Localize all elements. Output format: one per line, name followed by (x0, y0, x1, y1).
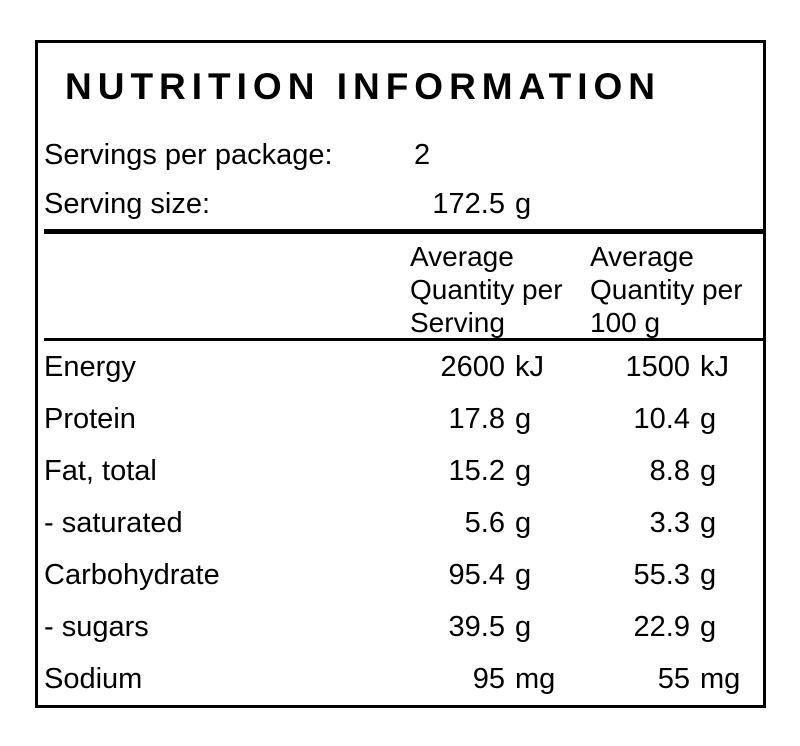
per-serving-unit: mg (515, 662, 556, 695)
servings-per-package-label: Servings per package: (44, 138, 333, 171)
per-serving-column-header: Average Quantity per Serving (410, 234, 590, 339)
serving-size-label: Serving size: (44, 187, 211, 220)
table-row-fat-total: Fat, total 15.2 g 8.8 g (44, 445, 763, 497)
servings-per-package-value: 2 (414, 138, 431, 171)
per-100g-value: 22.9 (633, 610, 690, 643)
table-row-sugars: - sugars 39.5 g 22.9 g (44, 601, 763, 653)
nutrient-name: - sugars (44, 610, 149, 643)
per-100g-unit: kJ (700, 350, 729, 383)
per-serving-unit: g (515, 506, 532, 539)
panel-header: NUTRITION INFORMATION (44, 43, 763, 131)
per-100g-value: 55.3 (633, 558, 690, 591)
per-serving-unit: g (515, 454, 532, 487)
per-serving-header-line3: Serving (410, 307, 505, 338)
per-100g-column-header: Average Quantity per 100 g (590, 234, 762, 339)
per-100g-unit: g (700, 454, 717, 487)
table-row-saturated: - saturated 5.6 g 3.3 g (44, 497, 763, 549)
per-100g-header-line2: Quantity per (590, 274, 743, 305)
header-bottom-rule (44, 338, 763, 341)
per-100g-unit: g (700, 506, 717, 539)
per-serving-header-line2: Quantity per (410, 274, 563, 305)
header-top-rule (44, 229, 763, 234)
per-serving-value: 5.6 (464, 506, 505, 539)
per-100g-value: 8.8 (649, 454, 690, 487)
per-100g-unit: g (700, 402, 717, 435)
table-row-carbohydrate: Carbohydrate 95.4 g 55.3 g (44, 549, 763, 601)
per-serving-unit: kJ (515, 350, 544, 383)
per-100g-value: 10.4 (633, 402, 690, 435)
per-serving-value: 17.8 (448, 402, 505, 435)
per-100g-value: 3.3 (649, 506, 690, 539)
per-serving-value: 39.5 (448, 610, 505, 643)
per-serving-value: 95 (472, 662, 505, 695)
servings-per-package-row: Servings per package: 2 (44, 131, 763, 179)
per-100g-unit: g (700, 558, 717, 591)
per-100g-header-line1: Average (590, 241, 694, 272)
per-serving-value: 2600 (440, 350, 505, 383)
per-serving-value: 95.4 (448, 558, 505, 591)
nutrient-name: Protein (44, 402, 136, 435)
nutrient-name: Sodium (44, 662, 143, 695)
per-serving-value: 15.2 (448, 454, 505, 487)
per-serving-header-line1: Average (410, 241, 514, 272)
table-row-energy: Energy 2600 kJ 1500 kJ (44, 341, 763, 393)
column-headers-row: Average Quantity per Serving Average Qua… (44, 234, 763, 338)
serving-size-unit: g (515, 187, 532, 220)
table-row-protein: Protein 17.8 g 10.4 g (44, 393, 763, 445)
per-serving-unit: g (515, 610, 532, 643)
nutrient-name: Energy (44, 350, 136, 383)
serving-size-row: Serving size: 172.5 g (44, 179, 763, 229)
per-100g-value: 1500 (625, 350, 690, 383)
panel-title: NUTRITION INFORMATION (65, 66, 661, 107)
per-serving-unit: g (515, 558, 532, 591)
nutrient-name: Fat, total (44, 454, 157, 487)
nutrition-panel: NUTRITION INFORMATION Servings per packa… (35, 40, 766, 708)
per-100g-unit: g (700, 610, 717, 643)
per-100g-value: 55 (657, 662, 690, 695)
serving-size-value: 172.5 (432, 187, 505, 220)
per-100g-header-line3: 100 g (590, 307, 661, 338)
per-100g-unit: mg (700, 662, 741, 695)
per-serving-unit: g (515, 402, 532, 435)
table-row-sodium: Sodium 95 mg 55 mg (44, 653, 763, 705)
nutrient-name: - saturated (44, 506, 183, 539)
nutrient-name: Carbohydrate (44, 558, 220, 591)
